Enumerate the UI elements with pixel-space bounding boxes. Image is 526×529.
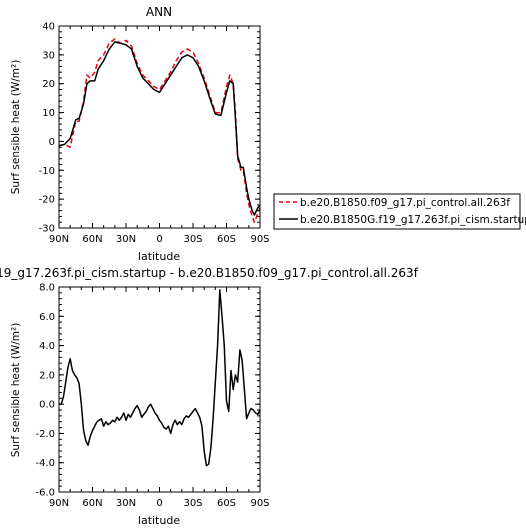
top-chart-title: ANN [146, 5, 172, 19]
top-x-axis-label: latitude [138, 250, 180, 263]
x-tick-label-1-0: 90N [49, 498, 69, 509]
series-line-0-1 [58, 41, 261, 216]
y-tick-label-0-1: 30 [42, 50, 55, 61]
bottom-chart-title: b.e20.B1850G.f19_g17.263f.pi_cism.startu… [0, 266, 419, 280]
legend-box [273, 193, 521, 230]
y-tick-label-0-4: 0 [49, 137, 55, 148]
series-line-1-0 [59, 289, 261, 467]
bottom-y-axis-label: Surf sensible heat (W/m²) [10, 323, 22, 458]
y-tick-label-0-0: 40 [42, 22, 55, 33]
top-plot-frame [58, 25, 261, 229]
y-tick-label-1-1: 6.0 [39, 312, 55, 323]
x-tick-label-1-6: 90S [250, 498, 269, 509]
y-tick-label-0-7: -30 [39, 224, 55, 235]
x-tick-label-1-4: 30S [183, 498, 202, 509]
legend-label-cism: b.e20.B1850G.f19_g17.263f.pi_cism.startu… [300, 214, 526, 226]
y-tick-label-1-0: 8.0 [39, 283, 55, 294]
y-tick-label-1-5: -2.0 [35, 429, 55, 440]
x-tick-label-0-2: 30N [116, 234, 136, 245]
y-tick-label-0-6: -20 [39, 195, 55, 206]
top-plot-series [58, 38, 261, 223]
y-tick-label-0-3: 10 [42, 108, 55, 119]
y-tick-label-1-6: -4.0 [35, 458, 55, 469]
bottom-x-axis-label: latitude [138, 514, 180, 527]
x-tick-label-1-3: 0 [156, 498, 162, 509]
bottom-plot-series [59, 289, 261, 467]
series-line-0-0 [58, 38, 261, 223]
y-tick-label-1-7: -6.0 [35, 488, 55, 499]
x-tick-label-0-4: 30S [183, 234, 202, 245]
x-tick-label-0-0: 90N [49, 234, 69, 245]
top-panel: ANN 90N 60N 30N 0 30S 60S 90S 40 30 20 10 0 -10 -20 -3… [10, 5, 270, 263]
y-tick-label-1-4: 0.0 [39, 400, 55, 411]
top-y-axis-label: Surf sensible heat (W/m²) [10, 60, 22, 195]
x-tick-label-1-1: 60N [82, 498, 102, 509]
y-tick-label-0-2: 20 [42, 79, 55, 90]
x-tick-label-0-3: 0 [156, 234, 162, 245]
x-tick-label-1-2: 30N [116, 498, 136, 509]
legend-label-control: b.e20.B1850.f09_g17.pi_control.all.263f [300, 197, 510, 209]
x-tick-label-0-1: 60N [82, 234, 102, 245]
x-tick-label-0-5: 60S [217, 234, 236, 245]
y-tick-label-1-3: 2.0 [39, 370, 55, 381]
top-axis-ticks: 90N 60N 30N 0 30S 60S 90S 40 30 20 10 0 -10 -20 -30 [39, 22, 270, 246]
y-tick-label-1-2: 4.0 [39, 341, 55, 352]
legend: b.e20.B1850.f09_g17.pi_control.all.263f … [273, 193, 526, 230]
bottom-axis-ticks: 90N 60N 30N 0 30S 60S 90S 8.0 6.0 4.0 2.0 0.0 -2.0 -4… [35, 283, 269, 510]
x-tick-label-1-5: 60S [217, 498, 236, 509]
y-tick-label-0-5: -10 [39, 166, 55, 177]
x-tick-label-0-6: 90S [250, 234, 269, 245]
bottom-panel: b.e20.B1850G.f19_g17.263f.pi_cism.startu… [0, 266, 419, 527]
